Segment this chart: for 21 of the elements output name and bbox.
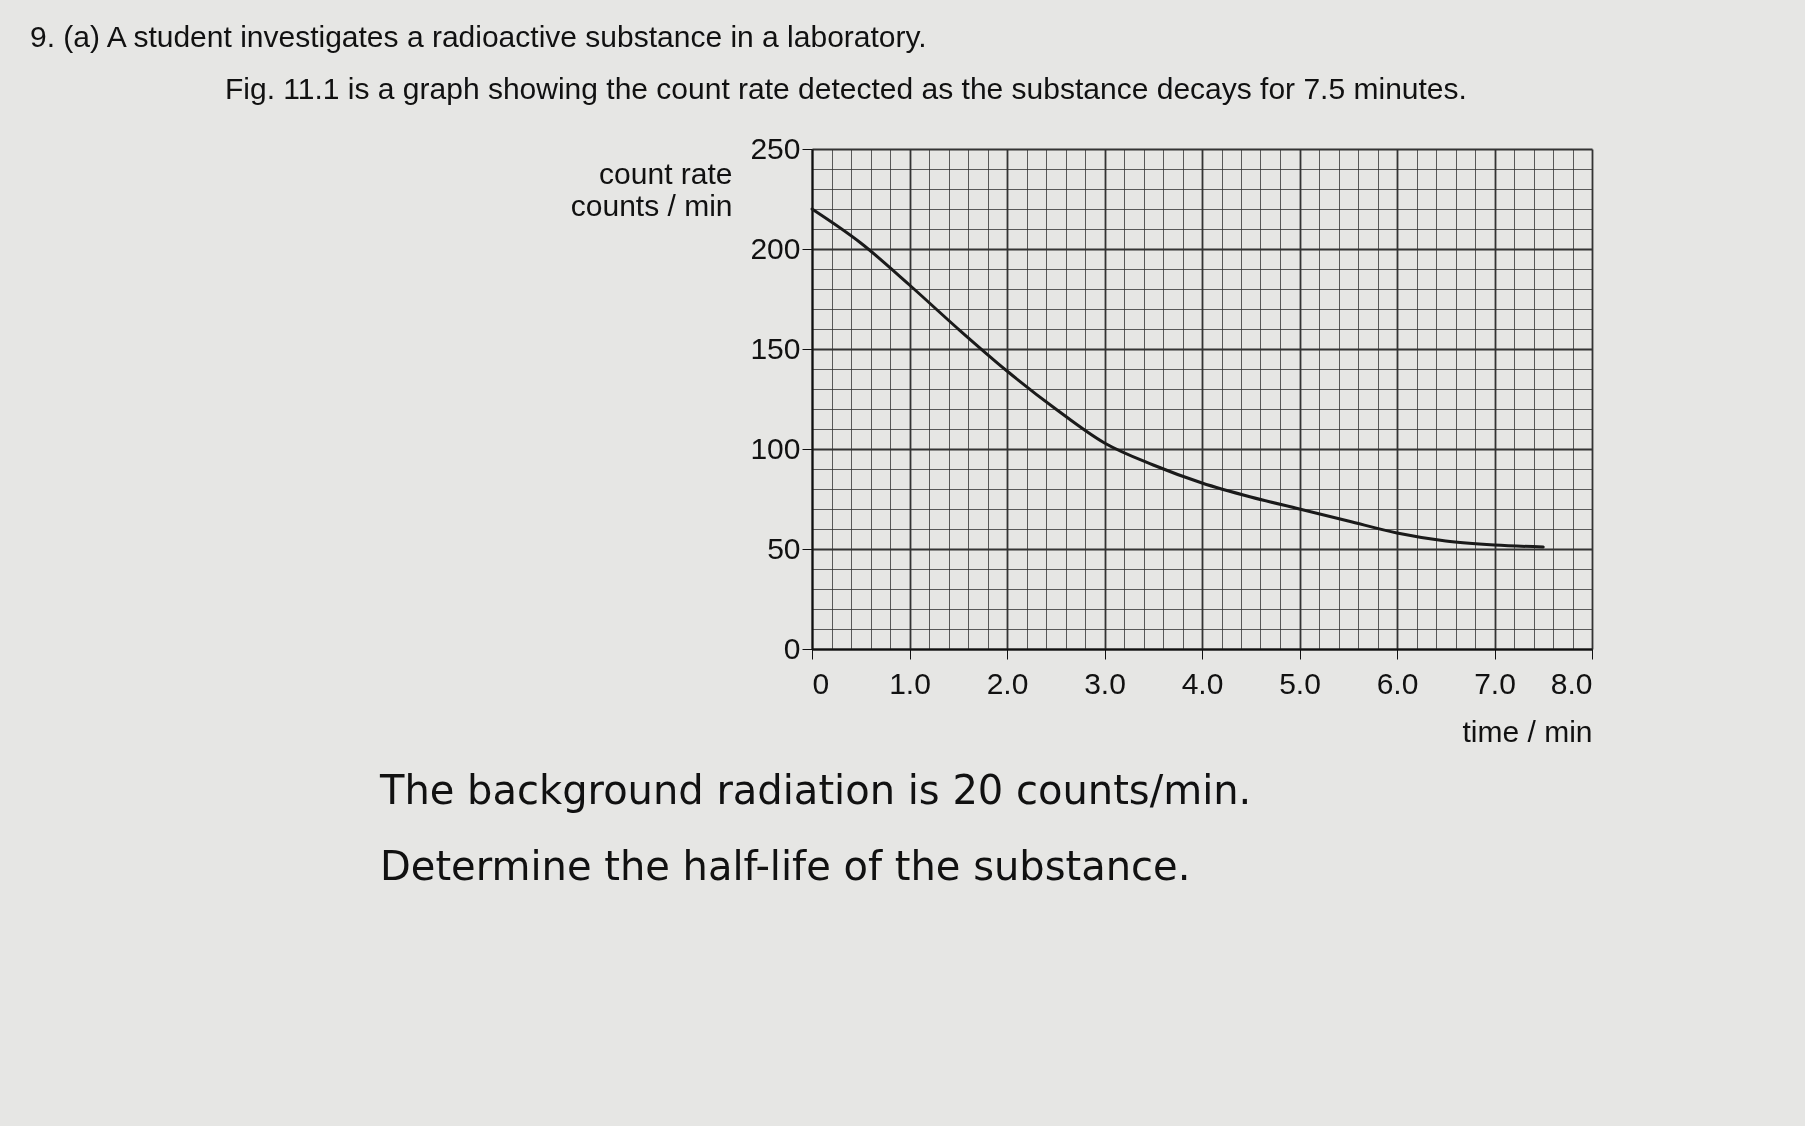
chart-subtitle: Fig. 11.1 is a graph showing the count rate detected as the substance decays for 7.5 minutes. (224, 72, 1468, 106)
x-tick-label: 7.0 (1474, 666, 1516, 700)
y-tick-label: 0 (783, 631, 801, 665)
x-axis-title: time / min (1462, 714, 1593, 748)
x-tick-label: 5.0 (1279, 666, 1321, 700)
x-tick-label: 1.0 (889, 666, 931, 700)
y-axis-title: count rate counts / min (570, 156, 733, 222)
y-tick-label: 50 (767, 531, 801, 565)
y-tick-label: 100 (750, 431, 801, 465)
y-tick-label: 150 (750, 331, 801, 365)
y-tick-label: 200 (750, 231, 801, 265)
x-tick-label: 3.0 (1084, 666, 1126, 700)
text: The background radiation is 20 counts/min. (380, 767, 1253, 813)
text: Determine the half-life of the substance. (380, 843, 1192, 889)
x-tick-label: 0 (812, 666, 830, 700)
y-tick-label: 250 (750, 131, 801, 165)
x-tick-label: 8.0 (1550, 666, 1593, 700)
x-tick-label: 2.0 (986, 666, 1029, 700)
x-tick-label: 6.0 (1376, 666, 1419, 700)
text: 9. (a) A student investigates a radioactive substance in a laboratory. (30, 20, 928, 54)
x-tick-label: 4.0 (1181, 666, 1224, 700)
